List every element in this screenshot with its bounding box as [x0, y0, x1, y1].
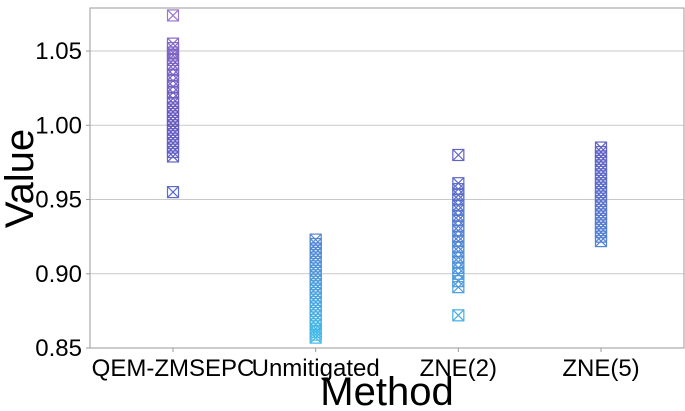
- y-tick-label: 0.90: [35, 261, 82, 288]
- plot-area: 0.85 0.90 0.95 1.00 1.05 QEM-ZMSEPCUnmitigate…: [35, 7, 685, 382]
- y-tick-label: 0.85: [35, 335, 82, 362]
- data-point-marker: [166, 186, 180, 199]
- y-tick-label: 0.95: [35, 187, 82, 214]
- x-category-label: Unmitigated: [252, 355, 380, 382]
- data-point-marker: [166, 9, 180, 22]
- data-point-marker: [309, 331, 322, 344]
- data-point-marker: [166, 150, 180, 163]
- x-category-label: ZNE(5): [562, 355, 639, 382]
- data-point-marker: [452, 281, 465, 294]
- plot-border: [89, 7, 685, 349]
- data-point-marker: [594, 235, 608, 248]
- x-category-label: ZNE(2): [420, 355, 497, 382]
- data-point-marker: [452, 309, 465, 322]
- y-tick-label: 1.00: [35, 112, 82, 139]
- y-tick-label: 1.05: [35, 38, 82, 65]
- x-category-label: QEM-ZMSEPC: [92, 355, 255, 382]
- data-point-marker: [452, 148, 465, 162]
- x-axis-title: Method: [320, 370, 454, 411]
